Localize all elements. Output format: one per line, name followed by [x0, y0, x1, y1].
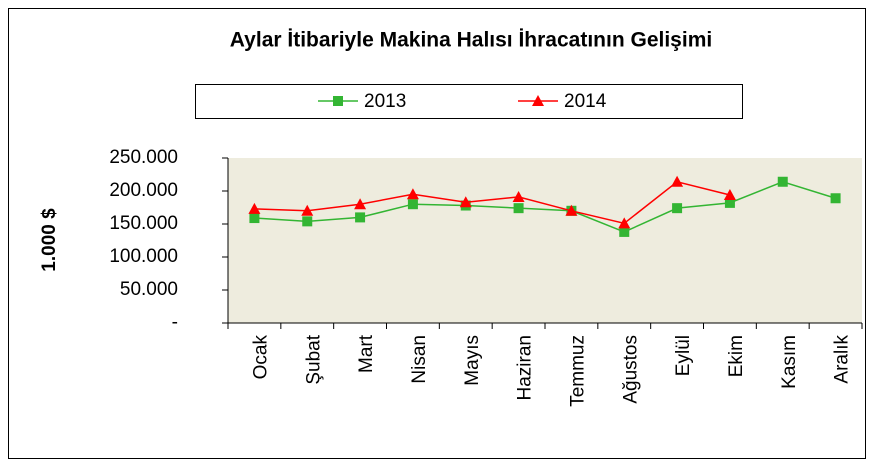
data-point — [777, 176, 788, 187]
y-tick-label: 200.000 — [109, 180, 178, 201]
data-point — [513, 203, 524, 214]
chart-title: Aylar İtibariyle Makina Halısı İhracatın… — [230, 29, 712, 52]
x-tick-label: Eylül — [673, 335, 694, 376]
y-tick-label: 50.000 — [120, 279, 178, 300]
data-point — [672, 203, 683, 214]
legend-marker — [532, 95, 544, 106]
x-tick-label: Mayıs — [462, 335, 483, 386]
data-point — [459, 196, 472, 208]
y-axis-label: 1.000 $ — [39, 208, 60, 272]
data-point — [830, 193, 841, 204]
x-tick-label: Ekim — [726, 335, 747, 377]
data-point — [302, 216, 313, 227]
data-point — [512, 190, 525, 202]
x-tick-label: Ağustos — [620, 335, 641, 404]
plot-area — [228, 158, 862, 323]
x-tick-label: Mart — [356, 334, 377, 373]
data-point — [301, 204, 314, 216]
legend-marker — [333, 96, 343, 106]
data-point — [618, 217, 631, 229]
data-point — [249, 213, 260, 224]
data-point — [723, 188, 736, 200]
legend-label: 2013 — [364, 91, 406, 112]
data-point — [407, 199, 418, 210]
data-point — [619, 226, 630, 237]
data-point — [354, 198, 367, 210]
y-tick-label: 150.000 — [109, 213, 178, 234]
data-point — [724, 197, 735, 208]
data-point — [248, 202, 261, 214]
x-tick-label: Haziran — [515, 335, 536, 400]
legend-label: 2014 — [564, 91, 607, 112]
data-point — [355, 212, 366, 223]
x-tick-label: Şubat — [303, 334, 324, 384]
series-line — [254, 180, 836, 233]
y-tick-label: - — [172, 312, 178, 333]
x-tick-label: Temmuz — [567, 335, 588, 407]
y-tick-label: 100.000 — [109, 246, 178, 267]
x-tick-label: Ocak — [250, 335, 271, 380]
legend-box — [195, 84, 743, 119]
x-tick-label: Aralık — [832, 335, 853, 384]
x-tick-label: Kasım — [779, 335, 800, 389]
y-tick-label: 250.000 — [109, 147, 178, 168]
data-point — [671, 175, 684, 187]
series-line — [254, 180, 731, 225]
data-point — [406, 188, 419, 200]
data-point — [565, 204, 578, 216]
x-tick-label: Nisan — [409, 335, 430, 384]
